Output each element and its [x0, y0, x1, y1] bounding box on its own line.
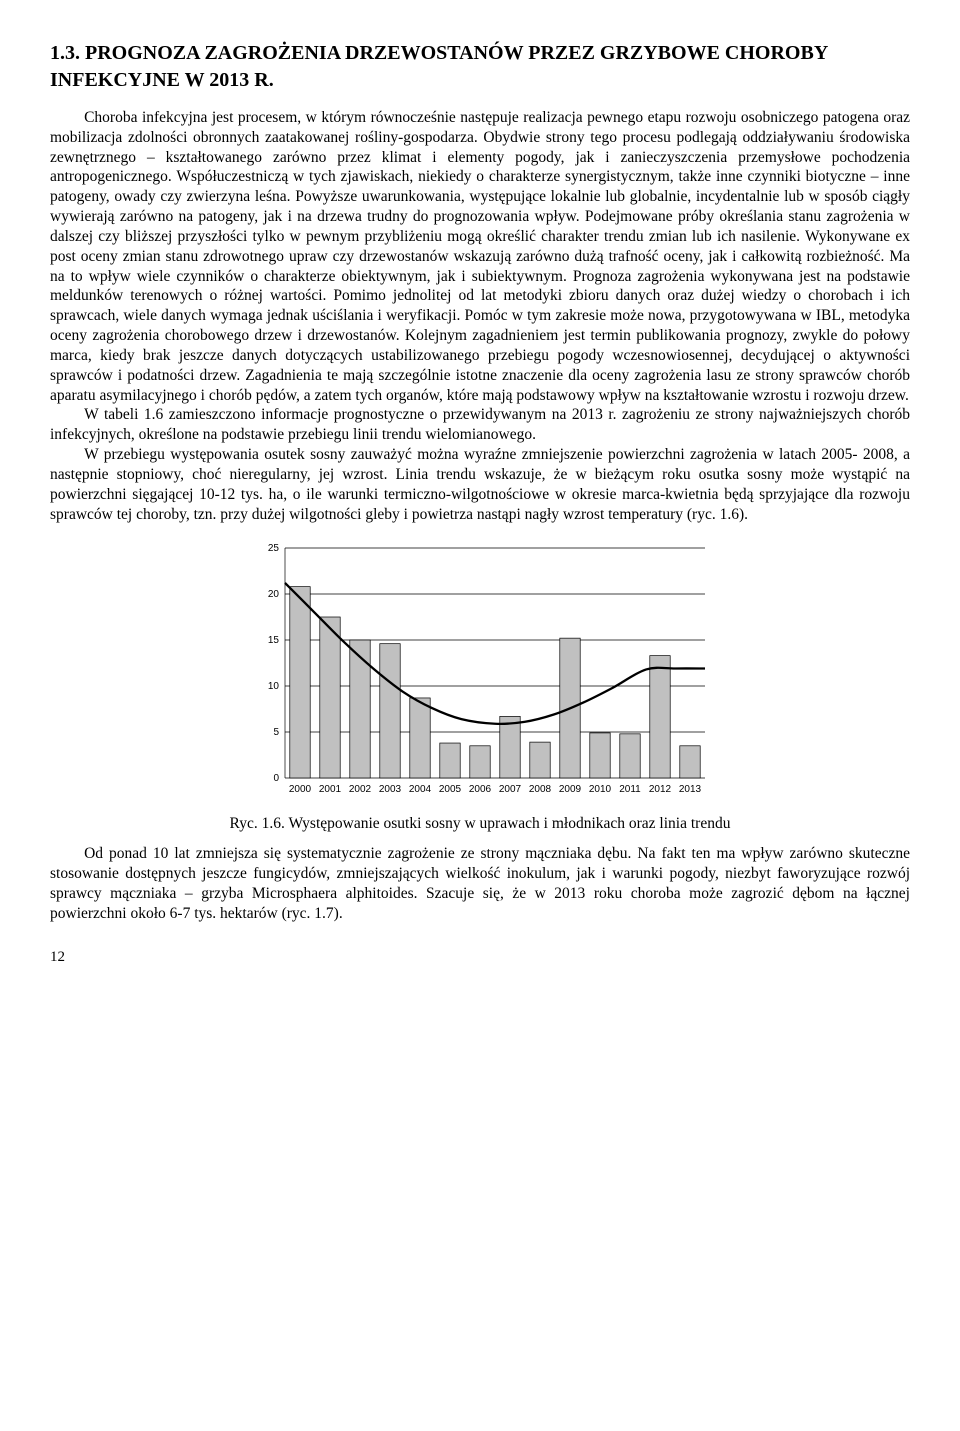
bar-chart: 0 5 10 15 20 25 2000 2001 2002 2003 2004 2005 2006 20…: [245, 538, 715, 808]
figure-caption: Ryc. 1.6. Występowanie osutki sosny w up…: [50, 814, 910, 834]
svg-text:10: 10: [268, 681, 280, 692]
svg-text:2006: 2006: [469, 784, 492, 795]
svg-text:2013: 2013: [679, 784, 702, 795]
svg-text:2004: 2004: [409, 784, 432, 795]
svg-text:2002: 2002: [349, 784, 372, 795]
svg-text:2009: 2009: [559, 784, 582, 795]
svg-text:0: 0: [273, 773, 279, 784]
svg-text:15: 15: [268, 635, 280, 646]
svg-text:2012: 2012: [649, 784, 672, 795]
svg-text:2001: 2001: [319, 784, 342, 795]
paragraph-4: Od ponad 10 lat zmniejsza się systematyc…: [50, 844, 910, 923]
paragraph-1: Choroba infekcyjna jest procesem, w któr…: [50, 108, 910, 405]
svg-text:5: 5: [273, 727, 279, 738]
paragraph-2: W tabeli 1.6 zamieszczono informacje pro…: [50, 405, 910, 445]
chart-container: 0 5 10 15 20 25 2000 2001 2002 2003 2004 2005 2006 20…: [50, 538, 910, 808]
svg-text:2007: 2007: [499, 784, 522, 795]
svg-text:2000: 2000: [289, 784, 312, 795]
paragraph-3: W przebiegu występowania osutek sosny za…: [50, 445, 910, 524]
svg-text:25: 25: [268, 543, 280, 554]
svg-text:20: 20: [268, 589, 280, 600]
svg-text:2010: 2010: [589, 784, 612, 795]
svg-text:2003: 2003: [379, 784, 402, 795]
page-number: 12: [50, 948, 910, 967]
svg-text:2011: 2011: [619, 784, 641, 795]
section-heading: 1.3. PROGNOZA ZAGROŻENIA DRZEWOSTANÓW PR…: [50, 40, 910, 94]
svg-text:2005: 2005: [439, 784, 462, 795]
svg-text:2008: 2008: [529, 784, 552, 795]
